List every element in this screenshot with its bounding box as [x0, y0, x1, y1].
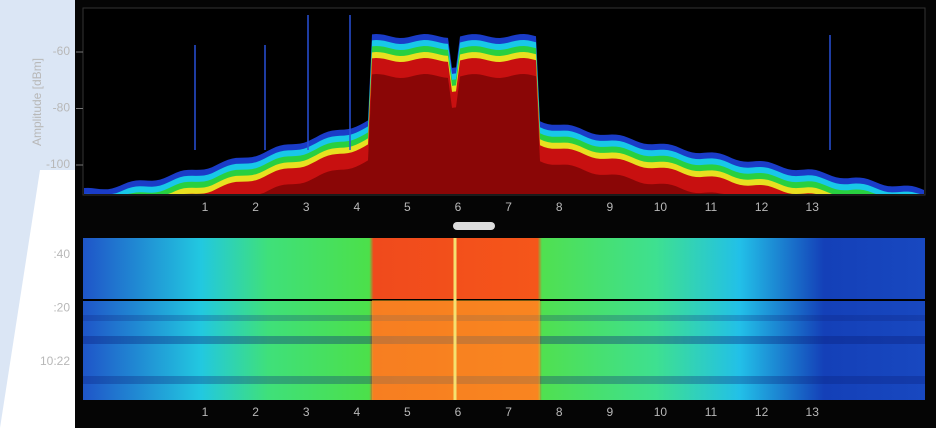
channel-label: 8 [556, 200, 563, 214]
channel-label: 10 [654, 405, 668, 419]
channel-label: 1 [202, 200, 209, 214]
background-shape [0, 170, 75, 428]
channel-label: 9 [606, 405, 613, 419]
channel-label: 3 [303, 200, 310, 214]
channel-label: 11 [705, 200, 718, 214]
channel-label: 12 [755, 405, 769, 419]
screen: Amplitude [dBm] -60-80-100:40:2010:22123… [0, 0, 936, 428]
channel-label: 11 [705, 405, 718, 419]
channel-label: 4 [353, 405, 360, 419]
channel-label: 13 [806, 405, 820, 419]
channel-label: 13 [806, 200, 820, 214]
y-tick-label: -60 [53, 44, 71, 58]
channel-label: 2 [252, 405, 259, 419]
channel-label: 5 [404, 200, 411, 214]
channel-label: 6 [455, 200, 462, 214]
time-label: :40 [53, 247, 70, 261]
y-tick-label: -80 [53, 101, 71, 115]
channel-label: 12 [755, 200, 769, 214]
channel-label: 1 [202, 405, 209, 419]
channel-label: 6 [455, 405, 462, 419]
splitter-handle[interactable] [453, 222, 495, 230]
channel-label: 8 [556, 405, 563, 419]
channel-label: 5 [404, 405, 411, 419]
time-label: :20 [53, 301, 70, 315]
channel-label: 10 [654, 200, 668, 214]
channel-label: 4 [353, 200, 360, 214]
time-label: 10:22 [40, 354, 70, 368]
channel-label: 7 [505, 200, 512, 214]
channel-label: 9 [606, 200, 613, 214]
channel-label: 7 [505, 405, 512, 419]
y-tick-label: -100 [46, 157, 70, 171]
channel-label: 3 [303, 405, 310, 419]
channel-label: 2 [252, 200, 259, 214]
y-axis-label: Amplitude [dBm] [30, 58, 44, 146]
